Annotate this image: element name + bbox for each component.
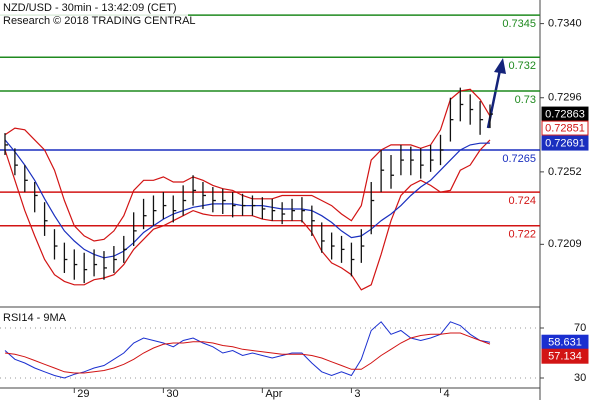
arrow-head <box>494 58 506 74</box>
x-tick-label: 3 <box>354 388 360 400</box>
price-tag-box <box>541 348 589 364</box>
price-tag-label: 0.72691 <box>545 137 585 149</box>
chart-subtitle: Research © 2018 TRADING CENTRAL <box>3 15 196 27</box>
rsi-line <box>4 321 491 379</box>
y-tick-label: 0.7340 <box>548 17 582 29</box>
level-label: 0.73 <box>515 94 536 106</box>
level-label: 0.7265 <box>502 153 536 165</box>
price-tag-label: 0.72851 <box>545 122 585 134</box>
indicator-line <box>4 88 491 242</box>
level-label: 0.732 <box>508 60 536 72</box>
price-tag-label: 0.72863 <box>545 108 585 120</box>
price-tag-box <box>541 135 589 151</box>
y-tick-label: 0.7209 <box>548 238 582 250</box>
x-tick-label: 30 <box>166 388 178 400</box>
level-label: 0.7345 <box>502 18 536 30</box>
rsi-line <box>4 332 491 374</box>
level-label: 0.724 <box>508 195 536 207</box>
price-tag-label: 58.631 <box>548 337 582 349</box>
x-tick-label: 4 <box>444 388 450 400</box>
indicator-line <box>4 139 491 291</box>
price-tag-label: 57.134 <box>548 351 582 363</box>
level-label: 0.722 <box>508 229 536 241</box>
price-tag-box <box>541 120 589 136</box>
panel-title: RSI14 - 9MA <box>3 312 67 324</box>
indicator-line <box>4 139 491 259</box>
x-tick-label: 29 <box>77 388 89 400</box>
y-tick-label: 30 <box>574 372 586 384</box>
y-tick-label: 0.7252 <box>548 166 582 178</box>
x-tick-label: Apr <box>265 388 282 400</box>
y-tick-label: 70 <box>574 322 586 334</box>
y-tick-label: 0.7296 <box>548 92 582 104</box>
title-backdrop <box>0 0 188 28</box>
chart-title: NZD/USD - 30min - 13:42:09 (CET) <box>3 2 177 14</box>
